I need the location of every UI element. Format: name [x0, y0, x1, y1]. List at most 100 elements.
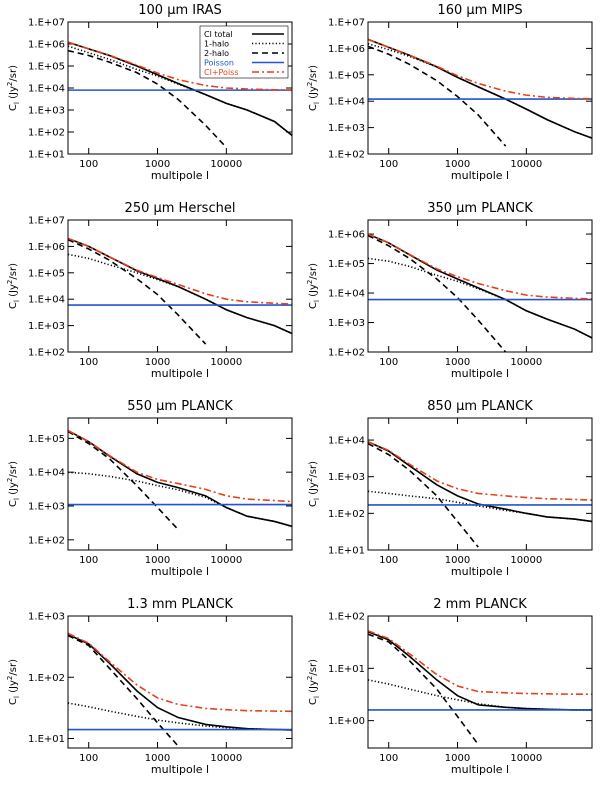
plot-frame — [367, 21, 593, 155]
y-label-part: C — [8, 104, 19, 111]
y-tick-label: 1.E+02 — [328, 348, 365, 359]
series-line — [368, 441, 592, 501]
legend-label: Poisson — [204, 59, 234, 68]
y-tick-label: 1.E+04 — [28, 468, 65, 479]
panel: 2 mm PLANCK 1.E+00 1.E+01 1.E+02 100 1000 1000… — [306, 597, 593, 776]
x-tick-label: 10000 — [510, 555, 542, 566]
legend-label: 1-halo — [204, 40, 229, 49]
y-tick-label: 1.E+06 — [328, 44, 365, 55]
y-label-sub: l — [313, 696, 321, 698]
y-tick-label: 1.E+03 — [328, 472, 365, 483]
y-label-sub: l — [13, 498, 21, 500]
y-tick-label: 1.E+02 — [328, 612, 365, 623]
y-tick-label: 1.E+02 — [28, 348, 65, 359]
x-tick-label: 1000 — [445, 555, 470, 566]
y-label-part: (Jy — [308, 680, 319, 696]
panel-title: 100 μm IRAS — [138, 3, 222, 18]
y-tick-label: 1.E+03 — [328, 123, 365, 134]
y-tick-label: 1.E+03 — [328, 318, 365, 329]
y-tick-label: 1.E+03 — [28, 106, 65, 117]
y-tick-label: 1.E+02 — [28, 673, 65, 684]
y-tick-label: 1.E+07 — [28, 216, 65, 227]
y-tick-label: 1.E+01 — [28, 150, 65, 161]
series-line — [368, 490, 592, 523]
x-tick-label: 10000 — [210, 753, 242, 764]
panel-title: 350 μm PLANCK — [427, 201, 533, 216]
panel-title: 2 mm PLANCK — [433, 597, 527, 612]
series-line — [68, 702, 292, 731]
plot-frame — [67, 21, 293, 155]
y-label-sup: 2 — [6, 280, 14, 284]
y-label-part: C — [308, 500, 319, 507]
y-axis-label: Cl (Jy2/sr) — [306, 263, 321, 309]
y-axis-label: Cl (Jy2/sr) — [306, 659, 321, 705]
y-label-sup: 2 — [306, 82, 314, 86]
y-tick-label: 1.E+02 — [328, 509, 365, 520]
lines — [368, 441, 592, 548]
y-axis-label: Cl (Jy2/sr) — [6, 461, 21, 507]
y-tick-label: 1.E+03 — [28, 612, 65, 623]
x-tick-label: 1000 — [445, 357, 470, 368]
y-label-sub: l — [13, 696, 21, 698]
y-label-sup: 2 — [306, 478, 314, 482]
series-line — [68, 429, 292, 503]
lines — [68, 632, 292, 747]
y-tick-label: 1.E+02 — [328, 150, 365, 161]
series-line — [68, 634, 179, 747]
y-label-part: (Jy — [8, 680, 19, 696]
x-tick-label: 100 — [379, 357, 398, 368]
series-line — [368, 45, 507, 147]
plot-frame — [67, 615, 293, 749]
y-tick-label: 1.E+07 — [28, 18, 65, 29]
x-axis-label: multipole l — [451, 763, 509, 776]
y-label-part: C — [8, 698, 19, 705]
panel-title: 1.3 mm PLANCK — [127, 597, 233, 612]
y-label-part: (Jy — [308, 284, 319, 300]
y-label-part: C — [308, 302, 319, 309]
y-tick-label: 1.E+05 — [28, 434, 65, 445]
plot-frame — [67, 219, 293, 353]
y-tick-label: 1.E+02 — [28, 535, 65, 546]
y-tick-label: 1.E+05 — [328, 259, 365, 270]
y-label-part: /sr) — [308, 263, 319, 280]
x-tick-label: 10000 — [210, 357, 242, 368]
y-axis-label: Cl (Jy2/sr) — [6, 659, 21, 705]
panel-title: 250 μm Herschel — [125, 201, 236, 216]
series-line — [68, 45, 292, 137]
legend-label: Cl total — [204, 30, 233, 39]
y-label-part: C — [8, 302, 19, 309]
y-axis-label: Cl (Jy2/sr) — [6, 263, 21, 309]
legend-label: 2-halo — [204, 49, 229, 58]
series-line — [368, 233, 592, 339]
plot-frame — [367, 615, 593, 749]
y-tick-label: 1.E+03 — [28, 502, 65, 513]
y-tick-label: 1.E+01 — [328, 546, 365, 557]
x-tick-label: 1000 — [145, 555, 170, 566]
panel: 550 μm PLANCK 1.E+02 1.E+03 1.E+04 1.E+05 100… — [6, 399, 293, 578]
plot-frame — [367, 219, 593, 353]
lines — [68, 237, 292, 345]
panel-title: 550 μm PLANCK — [127, 399, 233, 414]
panel: 1.3 mm PLANCK 1.E+01 1.E+02 1.E+03 100 1000 10… — [6, 597, 293, 776]
lines — [368, 233, 592, 352]
y-tick-label: 1.E+02 — [28, 128, 65, 139]
panel: 350 μm PLANCK 1.E+02 1.E+03 1.E+04 1.E+05 1.E… — [306, 201, 593, 380]
y-label-sup: 2 — [306, 676, 314, 680]
plot-frame — [367, 417, 593, 551]
series-line — [368, 234, 507, 352]
y-tick-label: 1.E+04 — [28, 295, 65, 306]
lines — [368, 38, 592, 147]
panel-title: 850 μm PLANCK — [427, 399, 533, 414]
y-tick-label: 1.E+01 — [28, 734, 65, 745]
panel: 850 μm PLANCK 1.E+01 1.E+02 1.E+03 1.E+04 100… — [306, 399, 593, 578]
y-label-part: /sr) — [308, 659, 319, 676]
y-axis-label: Cl (Jy2/sr) — [6, 65, 21, 111]
x-tick-label: 100 — [379, 555, 398, 566]
y-label-part: (Jy — [8, 86, 19, 102]
x-tick-label: 10000 — [210, 159, 242, 170]
y-label-part: (Jy — [8, 284, 19, 300]
x-axis-label: multipole l — [451, 169, 509, 182]
y-tick-label: 1.E+00 — [328, 716, 365, 727]
series-line — [68, 429, 292, 528]
